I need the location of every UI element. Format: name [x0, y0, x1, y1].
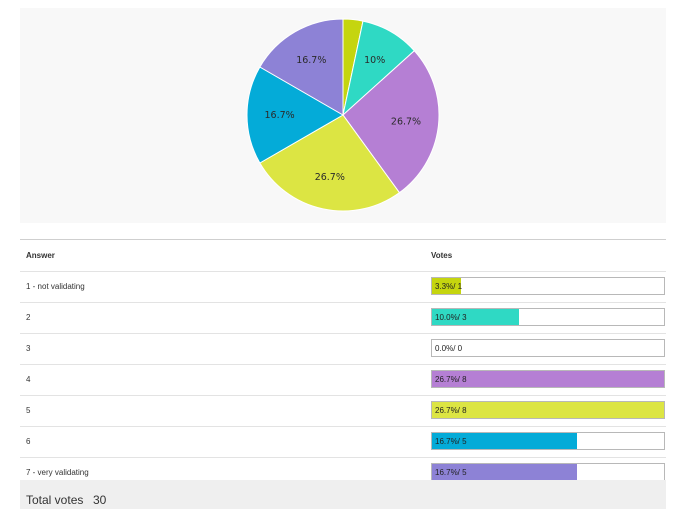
table-row: 1 - not validating 3.3%/ 1 [20, 272, 666, 303]
table-row: 2 10.0%/ 3 [20, 303, 666, 334]
pie-slice [246, 66, 345, 164]
vote-count-text: 10.0%/ 3 [435, 313, 467, 322]
vote-bar-fill [432, 464, 577, 480]
total-votes-bar: Total votes 30 [20, 480, 666, 509]
vote-bar-fill [432, 371, 664, 387]
pie-chart: 10% 26.7% 26.7% 16.7% 16.7% [246, 18, 440, 212]
vote-count-text: 26.7%/ 8 [435, 375, 467, 384]
vote-count-text: 16.7%/ 5 [435, 468, 467, 477]
pie-slice [259, 114, 401, 212]
vote-count-text: 3.3%/ 1 [435, 282, 463, 291]
vote-bar: 16.7%/ 5 [431, 432, 665, 450]
pie-slice-label: 10% [364, 55, 385, 66]
answer-label: 2 [26, 313, 31, 322]
votes-column-header: Votes [431, 251, 453, 260]
vote-count-text: 0.0%/ 0 [435, 344, 463, 353]
table-row: 3 0.0%/ 0 [20, 334, 666, 365]
answer-label: 5 [26, 406, 31, 415]
pie-slice [342, 50, 440, 194]
answer-column-header: Answer [26, 251, 55, 260]
vote-count-text: 16.7%/ 5 [435, 437, 467, 446]
pie-slice-label: 26.7% [391, 117, 421, 128]
vote-bar-fill [432, 433, 577, 449]
vote-bar: 16.7%/ 5 [431, 463, 665, 481]
vote-bar: 26.7%/ 8 [431, 370, 665, 388]
total-votes-value: 30 [93, 493, 107, 507]
answer-label: 1 - not validating [26, 282, 85, 291]
pie-slice-label: 26.7% [315, 172, 345, 183]
vote-bar-fill [432, 309, 519, 325]
answer-label: 4 [26, 375, 31, 384]
vote-bar: 3.3%/ 1 [431, 277, 665, 295]
table-row: 5 26.7%/ 8 [20, 396, 666, 427]
vote-bar-fill [432, 278, 461, 294]
vote-bar: 26.7%/ 8 [431, 401, 665, 419]
answer-label: 3 [26, 344, 31, 353]
table-row: 6 16.7%/ 5 [20, 427, 666, 458]
results-table: Answer Votes 1 - not validating 3.3%/ 1 2 1… [20, 239, 666, 489]
table-row: 4 26.7%/ 8 [20, 365, 666, 396]
vote-bar: 10.0%/ 3 [431, 308, 665, 326]
pie-slice [259, 18, 344, 116]
answer-label: 6 [26, 437, 31, 446]
chart-panel: 10% 26.7% 26.7% 16.7% 16.7% [20, 8, 666, 223]
pie-slice-label: 16.7% [296, 55, 326, 66]
vote-bar: 0.0%/ 0 [431, 339, 665, 357]
total-votes-label: Total votes [26, 493, 84, 507]
vote-bar-fill [432, 402, 664, 418]
answer-label: 7 - very validating [26, 468, 89, 477]
table-header: Answer Votes [20, 240, 666, 272]
vote-count-text: 26.7%/ 8 [435, 406, 467, 415]
pie-slice-label: 16.7% [265, 110, 295, 121]
